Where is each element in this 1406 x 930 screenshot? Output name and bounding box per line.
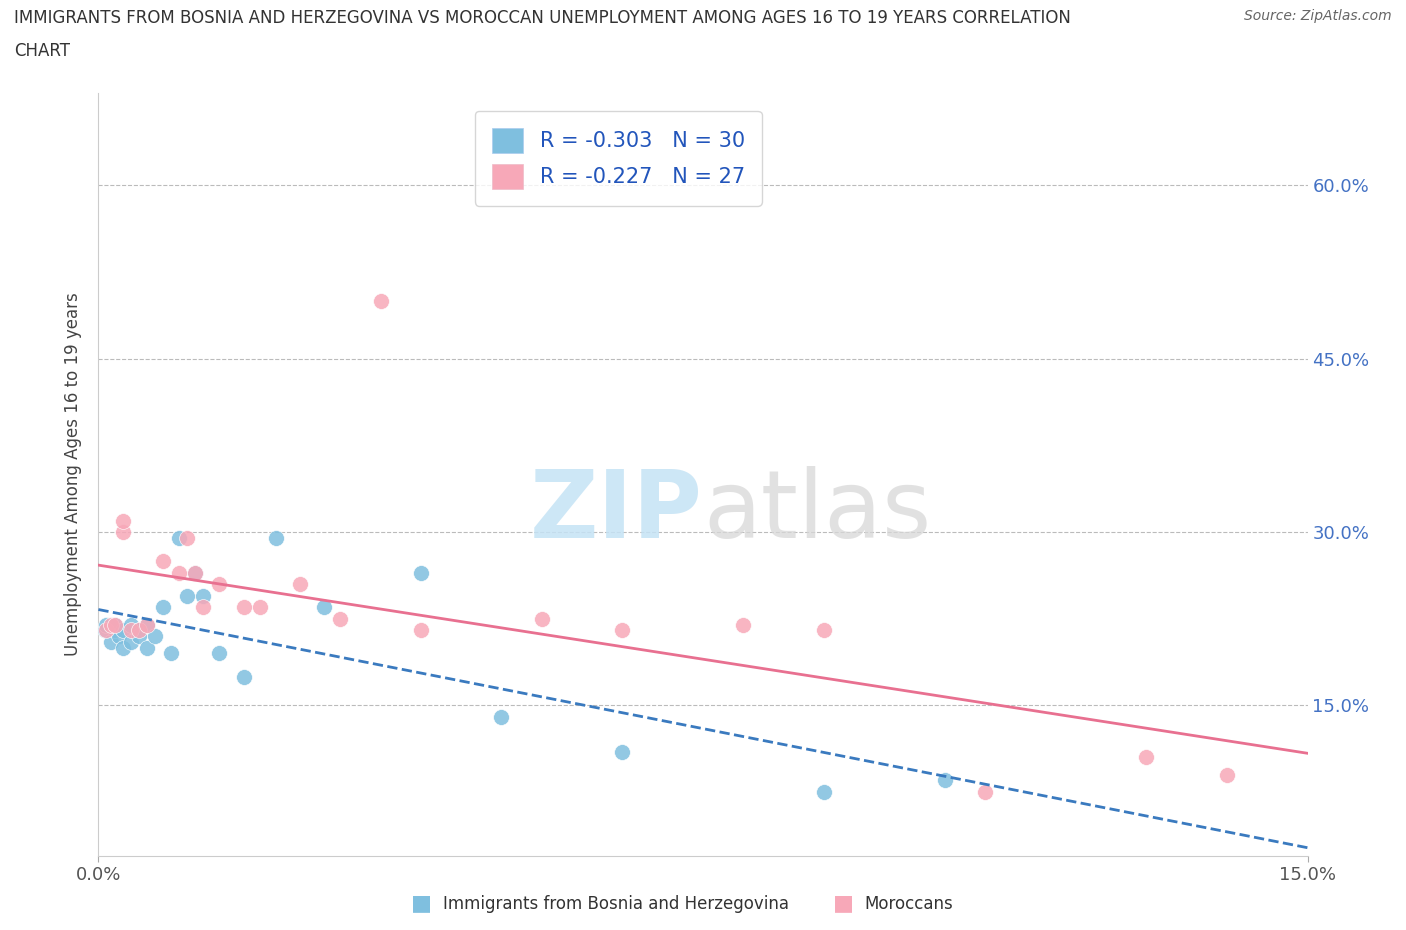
Point bbox=[103, 618, 125, 632]
Point bbox=[120, 618, 142, 632]
Point bbox=[934, 773, 956, 788]
Point bbox=[813, 623, 835, 638]
Point bbox=[107, 629, 129, 644]
Text: ZIP: ZIP bbox=[530, 467, 703, 558]
Text: CHART: CHART bbox=[14, 42, 70, 60]
Point bbox=[135, 640, 157, 655]
Point bbox=[96, 623, 118, 638]
Point bbox=[111, 640, 134, 655]
Point bbox=[193, 600, 215, 615]
Point bbox=[974, 785, 997, 800]
Point bbox=[167, 565, 190, 580]
Point bbox=[160, 646, 183, 661]
Point bbox=[120, 634, 142, 649]
Point bbox=[329, 611, 352, 626]
Point bbox=[184, 565, 207, 580]
Point bbox=[370, 294, 392, 309]
Point bbox=[264, 530, 287, 545]
Point bbox=[1135, 750, 1157, 764]
Text: Source: ZipAtlas.com: Source: ZipAtlas.com bbox=[1244, 9, 1392, 23]
Point bbox=[208, 646, 231, 661]
Point bbox=[314, 600, 336, 615]
Point bbox=[232, 669, 254, 684]
Point bbox=[100, 618, 122, 632]
Text: Moroccans: Moroccans bbox=[865, 896, 953, 913]
Point bbox=[103, 623, 125, 638]
Legend: R = -0.303   N = 30, R = -0.227   N = 27: R = -0.303 N = 30, R = -0.227 N = 27 bbox=[475, 111, 762, 206]
Text: ■: ■ bbox=[834, 893, 853, 913]
Point bbox=[176, 588, 198, 603]
Text: IMMIGRANTS FROM BOSNIA AND HERZEGOVINA VS MOROCCAN UNEMPLOYMENT AMONG AGES 16 TO: IMMIGRANTS FROM BOSNIA AND HERZEGOVINA V… bbox=[14, 9, 1071, 27]
Point bbox=[612, 744, 634, 759]
Point bbox=[167, 530, 190, 545]
Point bbox=[232, 600, 254, 615]
Point bbox=[176, 530, 198, 545]
Point bbox=[128, 623, 150, 638]
Point bbox=[612, 623, 634, 638]
Text: Immigrants from Bosnia and Herzegovina: Immigrants from Bosnia and Herzegovina bbox=[443, 896, 789, 913]
Text: ■: ■ bbox=[412, 893, 432, 913]
Point bbox=[135, 618, 157, 632]
Point bbox=[103, 618, 125, 632]
Text: atlas: atlas bbox=[703, 467, 931, 558]
Point bbox=[193, 588, 215, 603]
Point bbox=[143, 629, 166, 644]
Point bbox=[128, 629, 150, 644]
Point bbox=[152, 553, 174, 568]
Point bbox=[120, 623, 142, 638]
Point bbox=[135, 618, 157, 632]
Point bbox=[94, 623, 117, 638]
Point bbox=[1216, 767, 1239, 782]
Point bbox=[128, 623, 150, 638]
Point bbox=[184, 565, 207, 580]
Point bbox=[111, 623, 134, 638]
Point bbox=[208, 577, 231, 591]
Point bbox=[96, 618, 118, 632]
Point bbox=[100, 634, 122, 649]
Y-axis label: Unemployment Among Ages 16 to 19 years: Unemployment Among Ages 16 to 19 years bbox=[65, 292, 83, 657]
Point bbox=[530, 611, 553, 626]
Point bbox=[491, 710, 513, 724]
Point bbox=[249, 600, 271, 615]
Point bbox=[111, 525, 134, 539]
Point bbox=[152, 600, 174, 615]
Point bbox=[409, 565, 432, 580]
Point bbox=[733, 618, 755, 632]
Point bbox=[111, 513, 134, 528]
Point bbox=[813, 785, 835, 800]
Point bbox=[288, 577, 311, 591]
Point bbox=[409, 623, 432, 638]
